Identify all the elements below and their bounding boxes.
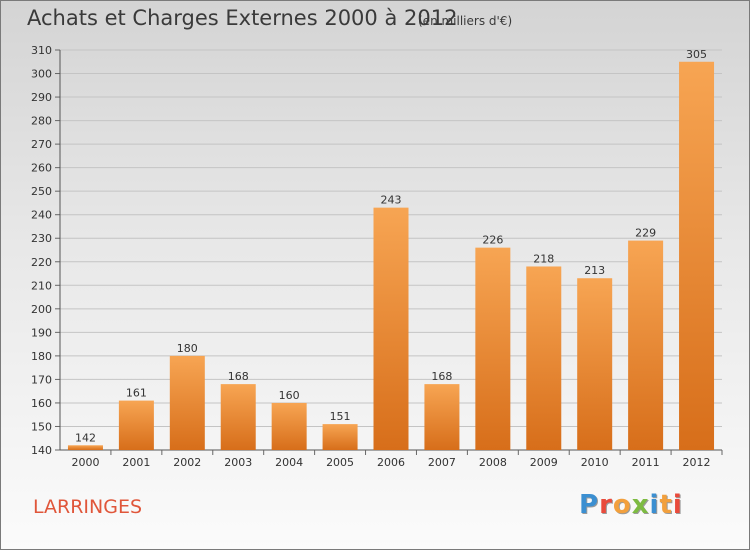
y-tick-label: 220 (31, 256, 52, 269)
y-tick-label: 160 (31, 397, 52, 410)
y-tick-label: 170 (31, 373, 52, 386)
bar-2012 (679, 61, 715, 450)
proxiti-logo: Proxiti (579, 490, 683, 520)
logo-letter: r (599, 490, 613, 520)
logo-letter: i (649, 490, 660, 520)
y-tick-label: 260 (31, 162, 52, 175)
logo-letter: P (579, 490, 600, 520)
bar-2001 (118, 400, 154, 450)
y-tick-label: 310 (31, 44, 52, 57)
value-label: 180 (177, 342, 198, 355)
chart-title: Achats et Charges Externes 2000 à 2012 (27, 6, 458, 30)
y-tick-label: 270 (31, 138, 52, 151)
x-tick-label: 2000 (71, 456, 99, 469)
value-label: 151 (330, 410, 351, 423)
y-tick-label: 140 (31, 444, 52, 457)
y-tick-label: 280 (31, 115, 52, 128)
bar-2000 (67, 445, 103, 450)
y-tick-label: 250 (31, 185, 52, 198)
logo-letter: x (631, 490, 650, 520)
x-tick-label: 2001 (122, 456, 150, 469)
y-tick-label: 150 (31, 420, 52, 433)
bar-2006 (373, 207, 409, 450)
y-tick-label: 200 (31, 303, 52, 316)
y-tick-label: 230 (31, 232, 52, 245)
logo-letter: t (659, 490, 673, 520)
location-name: LARRINGES (33, 496, 143, 518)
y-tick-label: 190 (31, 326, 52, 339)
y-tick-label: 300 (31, 68, 52, 81)
logo-letter: o (612, 490, 632, 520)
value-label: 218 (533, 252, 554, 265)
labels: 142 2000 161 2001 180 2002 168 2003 160 2004 151 20… (71, 48, 710, 469)
bar-2010 (577, 278, 613, 450)
bar-2011 (628, 240, 664, 450)
x-tick-label: 2011 (632, 456, 660, 469)
value-label: 305 (686, 48, 707, 61)
y-tick-label: 240 (31, 209, 52, 222)
value-label: 213 (584, 264, 605, 277)
chart-unit: (en milliers d'€) (418, 14, 513, 28)
bar-2008 (475, 247, 511, 450)
bars (67, 61, 715, 450)
x-tick-label: 2006 (377, 456, 405, 469)
x-tick-label: 2009 (530, 456, 558, 469)
x-tick-label: 2012 (683, 456, 711, 469)
x-tick-label: 2008 (479, 456, 507, 469)
y-tick-label: 210 (31, 279, 52, 292)
bar-2002 (169, 355, 205, 450)
bar-2007 (424, 384, 460, 450)
value-label: 226 (482, 234, 503, 247)
x-tick-label: 2005 (326, 456, 354, 469)
bar-2004 (271, 402, 307, 450)
x-tick-label: 2002 (173, 456, 201, 469)
value-label: 168 (228, 370, 249, 383)
y-tick-label: 290 (31, 91, 52, 104)
bar-2005 (322, 424, 358, 450)
y-tick-label: 180 (31, 350, 52, 363)
bar-2003 (220, 384, 256, 450)
logo-letter: i (672, 490, 683, 520)
value-label: 168 (431, 370, 452, 383)
value-label: 160 (279, 389, 300, 402)
bar-2009 (526, 266, 562, 450)
x-tick-label: 2003 (224, 456, 252, 469)
value-label: 161 (126, 387, 147, 400)
value-label: 229 (635, 227, 656, 240)
value-label: 243 (381, 194, 402, 207)
x-tick-label: 2007 (428, 456, 456, 469)
x-tick-label: 2010 (581, 456, 609, 469)
x-tick-label: 2004 (275, 456, 303, 469)
value-label: 142 (75, 431, 96, 444)
